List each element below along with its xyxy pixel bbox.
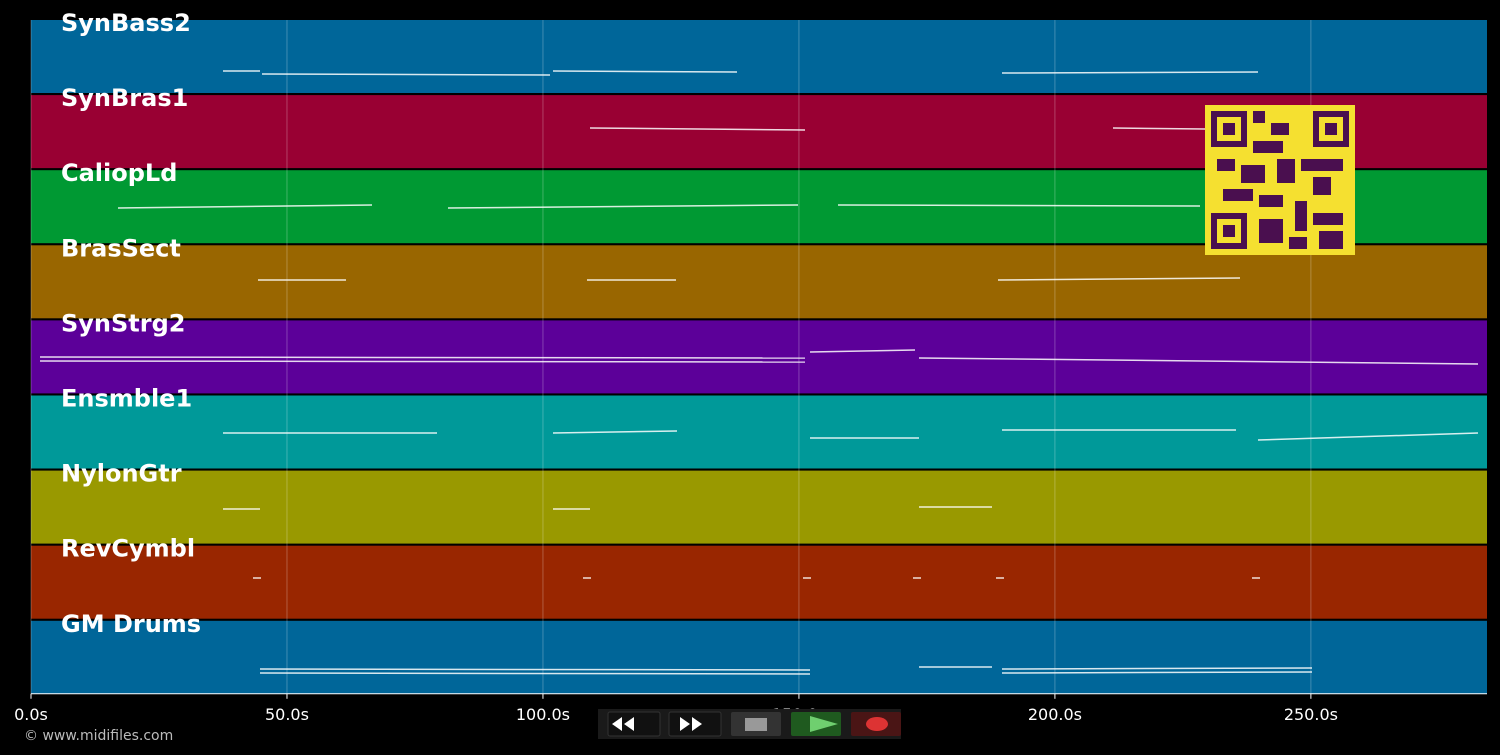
- stop-button[interactable]: [731, 712, 781, 736]
- note: [997, 277, 1241, 281]
- x-tick-label: 50.0s: [265, 705, 309, 724]
- rewind-button[interactable]: [607, 711, 661, 737]
- note: [809, 349, 916, 353]
- note: [837, 204, 1201, 207]
- x-tick-label: 200.0s: [1028, 705, 1082, 724]
- x-tick-label: 0.0s: [14, 705, 48, 724]
- note: [259, 672, 811, 675]
- track-name: SynBass2: [61, 9, 191, 37]
- track-name: GM Drums: [61, 610, 201, 638]
- note: [117, 204, 373, 209]
- note: [1001, 71, 1259, 74]
- x-tick-label: 100.0s: [516, 705, 570, 724]
- track-name: SynStrg2: [61, 309, 186, 337]
- note: [1001, 671, 1313, 674]
- track-name: NylonGtr: [61, 460, 182, 488]
- qr-code: [1205, 105, 1355, 255]
- track-name: CaliopLd: [61, 159, 177, 187]
- track-lane: [31, 620, 1487, 694]
- track-name: BrasSect: [61, 234, 181, 262]
- track-name: SynBras1: [61, 84, 188, 112]
- note: [261, 73, 551, 76]
- fast-forward-button[interactable]: [668, 711, 722, 737]
- track-lane: [31, 395, 1487, 469]
- track-lane: [31, 470, 1487, 544]
- note: [1112, 127, 1206, 130]
- note: [447, 204, 799, 209]
- track-lane: [31, 545, 1487, 619]
- transport-controls: [598, 709, 901, 739]
- notes: [39, 70, 1479, 675]
- note: [552, 430, 678, 434]
- note: [1001, 667, 1313, 670]
- track-labels: SynBass2 SynBras1 CaliopLd BrasSect SynStrg2…: [61, 9, 201, 638]
- play-button[interactable]: [791, 712, 841, 736]
- track-name: Ensmble1: [61, 385, 192, 413]
- copyright: © www.midifiles.com: [24, 728, 173, 744]
- grid: [30, 20, 1312, 694]
- note: [259, 668, 811, 671]
- track-name: RevCymbl: [61, 535, 195, 563]
- record-button[interactable]: [851, 712, 901, 736]
- note: [39, 356, 806, 359]
- note: [918, 357, 1479, 365]
- note: [1257, 432, 1479, 441]
- track-lane: [31, 245, 1487, 319]
- x-tick-label: 250.0s: [1284, 705, 1338, 724]
- track-lane: [31, 20, 1487, 93]
- note: [39, 360, 806, 363]
- note: [589, 127, 806, 131]
- note: [552, 70, 738, 73]
